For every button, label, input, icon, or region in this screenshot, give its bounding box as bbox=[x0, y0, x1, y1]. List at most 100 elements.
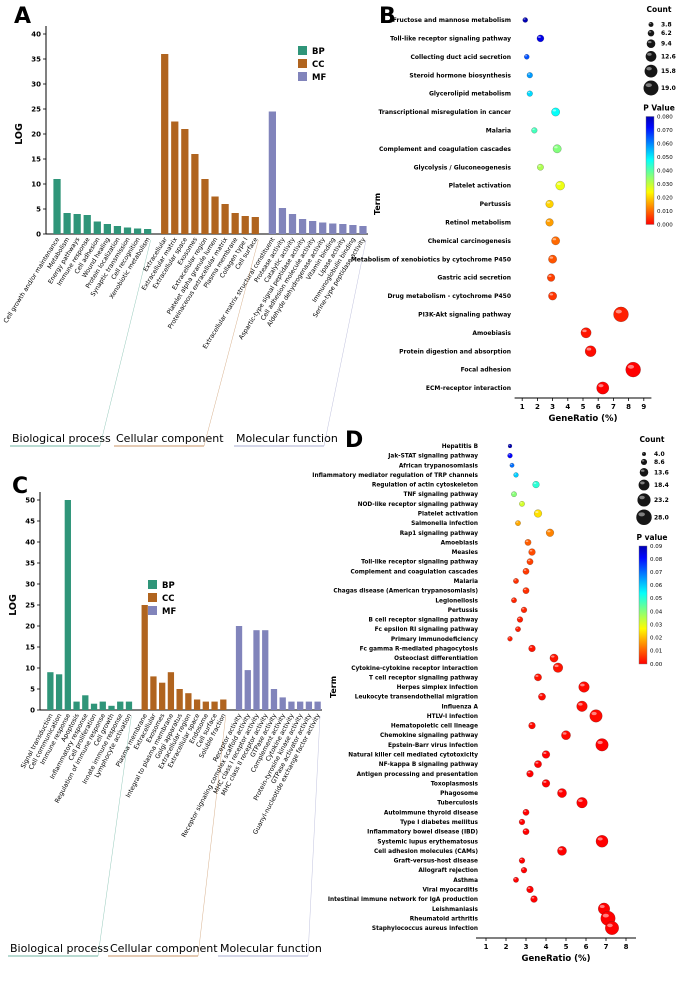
count-legend-value: 6.2 bbox=[661, 30, 672, 37]
bubble-highlight bbox=[591, 711, 597, 716]
x-tick-label: 2 bbox=[504, 943, 509, 951]
term-label: T cell receptor signaling pathway bbox=[369, 675, 478, 681]
bubble bbox=[522, 587, 530, 594]
bar bbox=[82, 695, 89, 710]
bubble-highlight bbox=[525, 540, 529, 543]
bubble-highlight bbox=[535, 510, 539, 514]
bubble bbox=[584, 345, 597, 357]
term-label: Staphylococcus aureus infection bbox=[372, 926, 478, 932]
pvalue-legend-value: 0.09 bbox=[650, 544, 663, 550]
bar bbox=[297, 701, 304, 710]
legend-label: BP bbox=[312, 47, 325, 57]
bubble bbox=[545, 199, 554, 209]
bubble-highlight bbox=[516, 627, 519, 629]
bubble-highlight bbox=[535, 761, 539, 764]
bar bbox=[193, 699, 201, 710]
term-label: Pertussis bbox=[480, 201, 512, 208]
bar bbox=[191, 154, 199, 234]
pvalue-legend-value: 0.00 bbox=[650, 662, 663, 668]
bar bbox=[270, 689, 278, 710]
bubble bbox=[613, 306, 629, 323]
x-tick-label: 7 bbox=[604, 943, 609, 951]
term-label: Measles bbox=[452, 550, 479, 556]
bar bbox=[133, 228, 142, 234]
bubble bbox=[555, 180, 565, 191]
x-tick-label: 4 bbox=[544, 943, 549, 951]
term-label: Asthma bbox=[453, 878, 478, 884]
y-tick-label: 0 bbox=[30, 706, 35, 714]
bubble-highlight bbox=[546, 201, 551, 204]
bubble bbox=[589, 709, 603, 723]
bubble-highlight bbox=[597, 740, 603, 745]
bubble-highlight bbox=[597, 837, 603, 841]
bubble-highlight bbox=[586, 347, 592, 351]
legend-swatch-mf bbox=[298, 72, 307, 81]
pvalue-legend-value: 0.040 bbox=[657, 168, 673, 174]
pvalue-legend-value: 0.030 bbox=[657, 182, 673, 188]
pvalue-gradient-bar bbox=[638, 545, 648, 665]
bubble bbox=[524, 539, 532, 546]
bar bbox=[211, 701, 218, 710]
count-legend-bubble bbox=[637, 493, 651, 507]
y-tick-label: 30 bbox=[31, 80, 41, 88]
bar bbox=[319, 222, 327, 234]
term-label: Metabolism of xenobiotics by cytochrome … bbox=[351, 256, 511, 263]
bar bbox=[117, 701, 124, 710]
bubble bbox=[561, 730, 571, 741]
term-label: African trypanosomiasis bbox=[399, 463, 479, 469]
bar bbox=[125, 701, 133, 710]
y-axis-title: LOG bbox=[8, 594, 19, 616]
count-legend-title: Count bbox=[640, 435, 665, 444]
count-legend-bubble bbox=[642, 452, 646, 456]
bubble bbox=[532, 480, 540, 489]
bubble bbox=[595, 834, 609, 848]
bar bbox=[141, 605, 148, 710]
pvalue-legend-value: 0.04 bbox=[650, 609, 663, 615]
y-tick-label: 35 bbox=[25, 559, 35, 567]
bar bbox=[108, 705, 115, 710]
bubble-highlight bbox=[543, 751, 547, 755]
bubble bbox=[557, 846, 567, 856]
count-legend-highlight bbox=[647, 40, 652, 44]
pvalue-legend-title: P Value bbox=[643, 103, 675, 112]
term-label: Phagosome bbox=[440, 791, 478, 797]
bar bbox=[185, 693, 192, 710]
term-label: Malaria bbox=[454, 579, 478, 585]
bar bbox=[181, 129, 189, 234]
panel-b-kegg-bubble-chart: 1 2 3 4 5 6 7 8 9 GeneRatio (%) Term Fructose and m… bbox=[351, 5, 676, 424]
bar bbox=[241, 216, 249, 234]
bubble-highlight bbox=[532, 128, 535, 131]
bubble-highlight bbox=[512, 492, 515, 494]
bar bbox=[171, 121, 179, 234]
bubble bbox=[534, 760, 542, 768]
x-tick-label: 3 bbox=[550, 403, 555, 411]
bubble-highlight bbox=[508, 444, 511, 446]
term-label: Graft-versus-host disease bbox=[394, 859, 478, 865]
bubble bbox=[526, 770, 534, 778]
x-tick-label: 5 bbox=[581, 403, 586, 411]
term-label: Transcriptional misregulation in cancer bbox=[378, 109, 511, 116]
bubble-highlight bbox=[598, 384, 604, 388]
bubble-highlight bbox=[538, 165, 541, 167]
bar bbox=[47, 672, 54, 710]
bubble bbox=[526, 72, 533, 79]
count-legend-value: 3.8 bbox=[661, 21, 672, 28]
term-label: Natural killer cell mediated cytotoxicit… bbox=[348, 753, 478, 759]
bubble-highlight bbox=[514, 473, 517, 475]
bubble bbox=[538, 692, 546, 701]
y-tick-label: 10 bbox=[31, 180, 41, 188]
count-legend-value: 12.6 bbox=[661, 53, 676, 60]
bar bbox=[298, 219, 307, 234]
legend-label: CC bbox=[312, 60, 324, 70]
bubble-highlight bbox=[510, 463, 513, 466]
term-label: Herpes simplex infection bbox=[397, 685, 478, 691]
count-legend-bubble bbox=[646, 39, 656, 49]
term-label: Fructose and mannose metabolism bbox=[393, 17, 511, 24]
bubble-highlight bbox=[578, 799, 583, 803]
bubble bbox=[576, 700, 588, 712]
pvalue-legend-value: 0.05 bbox=[650, 596, 663, 602]
bubble bbox=[547, 273, 556, 282]
term-label: Complement and coagulation cascades bbox=[350, 569, 478, 575]
term-label: Hepatitis B bbox=[442, 444, 479, 450]
